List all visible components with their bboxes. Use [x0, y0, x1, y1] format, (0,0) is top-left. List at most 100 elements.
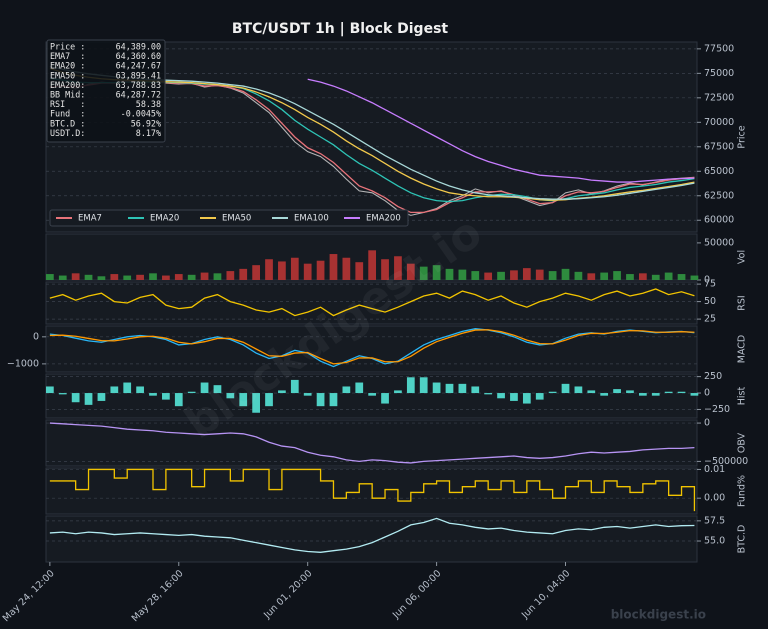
bar: [690, 393, 699, 396]
bar: [497, 271, 505, 280]
bar: [84, 274, 93, 280]
bar: [303, 263, 312, 280]
y-tick-label: 0: [33, 331, 39, 342]
y-tick-label: 55.0: [704, 536, 725, 547]
bar: [651, 274, 660, 280]
y-axis-label: BTC.D: [737, 525, 748, 554]
bar: [548, 271, 557, 280]
y-tick-label: 72500: [704, 92, 734, 103]
bar: [97, 276, 106, 280]
bar: [381, 259, 389, 280]
bar: [265, 393, 273, 407]
bar: [613, 389, 621, 394]
y-axis-label: Price: [737, 125, 748, 148]
bar: [471, 386, 480, 394]
info-box: [46, 39, 166, 143]
info-label: EMA20 :: [50, 61, 85, 71]
bar: [290, 257, 299, 280]
bar: [587, 273, 596, 280]
bar: [329, 393, 338, 407]
info-label: BB Mid:: [50, 90, 85, 100]
y-tick-label: 50000: [704, 237, 734, 248]
bar: [174, 393, 183, 407]
bar: [535, 393, 544, 400]
bar: [303, 393, 312, 396]
bar: [252, 393, 260, 413]
info-label: RSI :: [50, 99, 85, 109]
bar: [71, 393, 80, 403]
bar: [342, 257, 351, 280]
panel: [45, 419, 698, 467]
bar: [522, 393, 531, 404]
info-label: BTC.D :: [50, 118, 85, 128]
bar: [368, 250, 377, 280]
y-tick-label: 0: [704, 418, 710, 429]
bar: [664, 272, 673, 280]
bar: [638, 273, 647, 280]
y-tick-label: −500000: [704, 456, 748, 467]
bar: [638, 393, 647, 396]
legend-label: EMA100: [294, 214, 329, 224]
bar: [561, 268, 570, 280]
legend-label: EMA50: [222, 214, 251, 224]
bar: [394, 256, 402, 280]
info-value: 63,895.41: [116, 70, 161, 80]
y-tick-label: 75000: [704, 68, 734, 79]
bar: [278, 390, 286, 394]
bar: [574, 271, 583, 280]
bar: [432, 382, 441, 394]
info-value: 56.92%: [131, 118, 161, 128]
bar: [394, 390, 402, 394]
y-tick-label: 0.01: [704, 464, 725, 475]
bar: [381, 393, 389, 404]
bar: [136, 274, 144, 280]
bar: [265, 259, 273, 280]
y-tick-label: 0.00: [704, 493, 725, 504]
info-value: 58.38: [136, 99, 161, 109]
info-value: 64,389.00: [116, 42, 161, 52]
bar: [46, 274, 54, 280]
bar: [213, 385, 222, 394]
legend-box: [49, 209, 409, 227]
y-axis-label: OBV: [737, 432, 748, 453]
bar: [174, 274, 183, 280]
bar: [471, 271, 480, 280]
bar: [239, 268, 248, 280]
y-axis-label: Vol: [737, 250, 748, 264]
bar: [239, 393, 248, 407]
bar: [522, 268, 531, 280]
y-tick-label: 25: [704, 314, 716, 325]
bar: [406, 377, 415, 394]
info-value: 64,360.60: [116, 51, 161, 61]
info-label: Fund :: [50, 109, 85, 119]
bar: [690, 275, 699, 280]
bar: [123, 382, 132, 394]
y-tick-label: 57.5: [704, 515, 725, 526]
info-label: EMA50 :: [50, 70, 85, 80]
bar: [355, 382, 364, 394]
y-axis-label: Hist: [737, 387, 748, 406]
bar: [458, 383, 467, 394]
info-label: USDT.D:: [50, 128, 85, 138]
bar: [123, 275, 132, 280]
y-tick-label: −250: [704, 404, 730, 415]
bar: [290, 379, 299, 394]
legend-label: EMA20: [150, 214, 179, 224]
bar: [342, 386, 351, 394]
bar: [316, 260, 325, 280]
bar: [226, 271, 235, 280]
bar: [58, 275, 67, 280]
legend-label: EMA200: [366, 214, 401, 224]
y-tick-label: 77500: [704, 43, 734, 54]
panel: [45, 281, 698, 325]
y-tick-label: 62500: [704, 190, 734, 201]
y-tick-label: 60000: [704, 215, 734, 226]
bar: [162, 393, 170, 400]
legend-label: EMA7: [78, 214, 102, 224]
bar: [84, 393, 93, 405]
bar: [278, 261, 286, 280]
y-tick-label: 0: [704, 275, 710, 286]
bar: [651, 393, 660, 396]
series-line: [49, 288, 695, 317]
